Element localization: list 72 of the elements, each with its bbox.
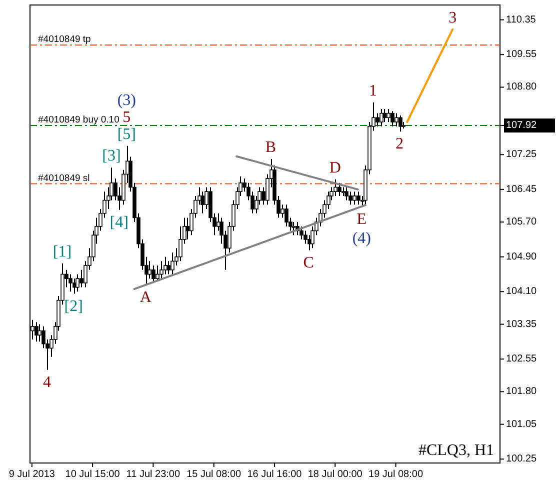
annotation: 2	[396, 136, 404, 153]
y-tick-label: 101.80	[506, 386, 538, 398]
candlestick	[334, 178, 338, 196]
candlestick	[344, 186, 348, 201]
candlestick	[386, 108, 390, 122]
ref-line-label: #4010849 sl	[38, 172, 90, 184]
ref-line-label: #4010849 buy 0.10	[38, 114, 120, 126]
candlestick	[34, 322, 38, 342]
ref-line-label: #4010849 tp	[38, 34, 91, 46]
annotation: [2]	[64, 298, 83, 315]
x-tick-label: 15 Jul 08:00	[186, 469, 242, 480]
x-tick-label: 19 Jul 08:00	[368, 469, 424, 480]
x-tick-label: 16 Jul 16:00	[247, 469, 302, 480]
annotation: 1	[369, 82, 378, 100]
candlestick	[376, 112, 380, 127]
y-tick-label: 102.55	[506, 354, 538, 365]
y-tick-label: 104.90	[506, 251, 538, 262]
candlestick	[160, 260, 164, 280]
annotation: B	[265, 138, 276, 156]
annotation: E	[356, 210, 367, 228]
candlestick	[280, 204, 284, 218]
x-tick-label: 10 Jul 15:00	[65, 469, 120, 480]
y-tick-label: 101.05	[506, 418, 538, 430]
candlestick	[156, 265, 160, 282]
candlestick	[80, 269, 84, 288]
candlestick	[338, 182, 342, 196]
candlestick	[38, 324, 42, 342]
x-tick-label: 11 Jul 23:00	[126, 469, 180, 480]
annotation: [1]	[52, 243, 72, 260]
annotation: [3]	[102, 148, 121, 165]
x-tick-label: 9 Jul 2013	[8, 469, 56, 480]
y-tick-label: 109.55	[506, 49, 538, 60]
candlestick	[170, 252, 174, 275]
y-tick-label: 103.35	[506, 318, 538, 330]
candlestick	[398, 114, 402, 132]
y-tick-label: 110.35	[506, 14, 536, 26]
candlestick	[284, 204, 288, 227]
candlestick	[390, 110, 394, 127]
annotation: C	[303, 254, 314, 272]
candlestick	[382, 108, 386, 122]
candlestick	[292, 222, 296, 236]
y-tick-label: 100.25	[506, 454, 538, 465]
annotation: (4)	[352, 230, 371, 247]
candlestick	[68, 274, 72, 292]
y-tick-label: 105.70	[506, 216, 538, 228]
y-tick-label: 107.25	[506, 149, 538, 160]
y-tick-label: 106.45	[506, 184, 538, 195]
candlestick	[76, 274, 80, 292]
x-tick-label: 18 Jul 00:00	[308, 469, 363, 480]
y-tick-label: 107.92	[506, 120, 538, 131]
candlestick	[356, 191, 360, 206]
candlestick	[394, 112, 398, 127]
candlestick	[148, 260, 152, 280]
annotation: 5	[122, 108, 131, 126]
annotation: D	[329, 159, 341, 176]
candlestick	[352, 191, 356, 206]
y-tick-label: 108.80	[506, 82, 538, 93]
candlestick	[300, 226, 304, 240]
candlestick	[200, 191, 204, 214]
annotation: [4]	[110, 214, 128, 231]
candlestick	[186, 217, 190, 240]
annotation: 3	[448, 9, 457, 26]
annotation: A	[140, 289, 152, 306]
candlestick	[380, 108, 384, 127]
annotation: [5]	[117, 126, 136, 143]
annotation: (3)	[117, 92, 136, 109]
candlestick	[152, 265, 156, 284]
annotation: #CLQ3, H1	[418, 442, 494, 459]
annotation: 4	[43, 374, 52, 391]
candlestick	[166, 260, 170, 275]
y-tick-label: 104.10	[506, 286, 538, 298]
candlestick	[348, 191, 352, 206]
